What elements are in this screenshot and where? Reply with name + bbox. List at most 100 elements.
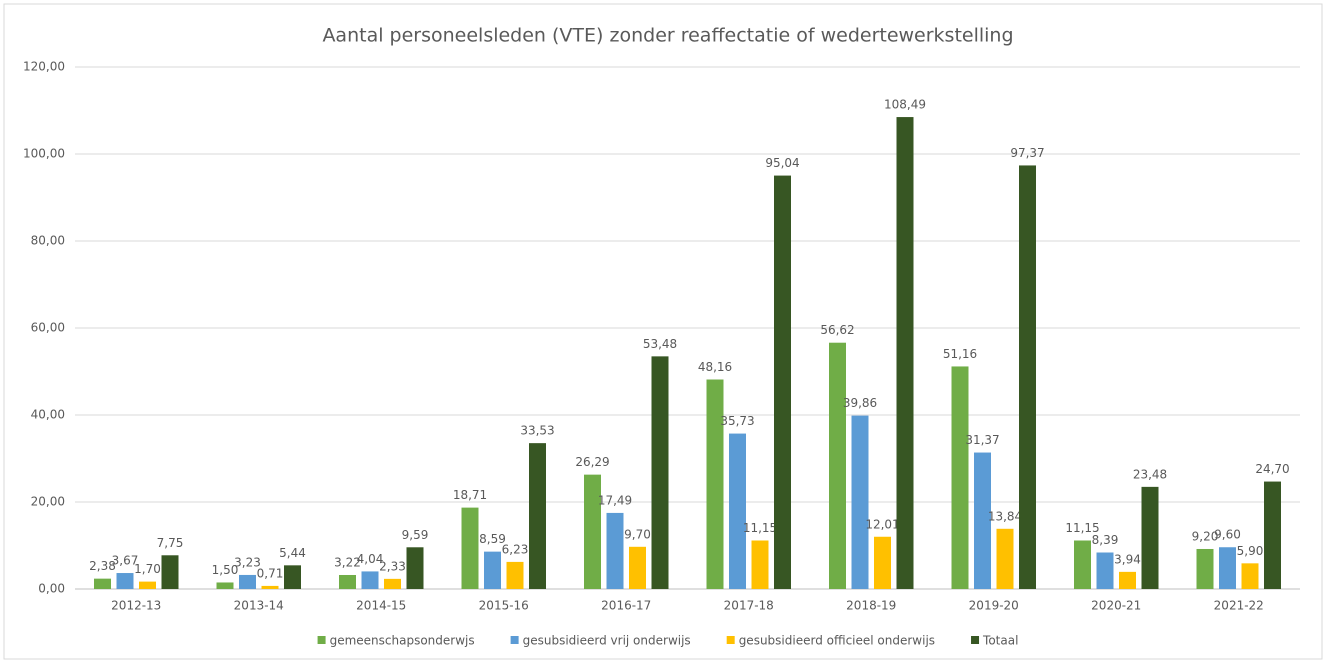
value-label: 7,75 xyxy=(157,536,184,550)
legend-label: gesubsidieerd officieel onderwijs xyxy=(739,634,935,648)
x-tick-label: 2012-13 xyxy=(111,599,161,613)
bar xyxy=(384,578,401,589)
y-tick-label: 0,00 xyxy=(38,582,65,596)
legend-label: Totaal xyxy=(982,634,1018,648)
value-label: 8,59 xyxy=(479,532,506,546)
x-tick-label: 2016-17 xyxy=(601,599,651,613)
value-label: 26,29 xyxy=(575,455,609,469)
x-tick-label: 2019-20 xyxy=(969,599,1019,613)
value-label: 97,37 xyxy=(1010,146,1044,160)
bar xyxy=(1241,563,1259,589)
value-label: 5,44 xyxy=(279,546,306,560)
value-label: 9,59 xyxy=(402,528,429,542)
value-label: 31,37 xyxy=(965,433,999,447)
bar xyxy=(94,578,111,589)
bar xyxy=(484,551,501,589)
value-label: 9,20 xyxy=(1192,529,1219,543)
bar xyxy=(996,528,1014,589)
value-label: 3,22 xyxy=(334,555,361,569)
bar xyxy=(139,581,156,589)
value-label: 24,70 xyxy=(1255,462,1289,476)
y-tick-label: 40,00 xyxy=(31,408,65,422)
value-label: 5,90 xyxy=(1237,544,1264,558)
bar xyxy=(584,474,601,589)
bar xyxy=(1264,481,1281,589)
bar xyxy=(951,366,969,589)
value-label: 108,49 xyxy=(884,98,926,112)
bar xyxy=(874,536,891,589)
value-label: 2,38 xyxy=(89,559,116,573)
bar xyxy=(829,342,846,589)
x-tick-label: 2020-21 xyxy=(1091,599,1141,613)
value-label: 13,84 xyxy=(988,509,1022,523)
legend-swatch xyxy=(726,636,735,644)
value-label: 3,94 xyxy=(1114,552,1141,566)
y-tick-label: 60,00 xyxy=(31,321,65,335)
value-label: 23,48 xyxy=(1133,467,1167,481)
value-label: 12,01 xyxy=(865,517,899,531)
bar xyxy=(706,379,724,589)
bar xyxy=(406,547,424,589)
bar xyxy=(1141,486,1159,589)
legend-swatch xyxy=(317,636,326,644)
value-label: 56,62 xyxy=(820,323,854,337)
chart-title: Aantal personeelsleden (VTE) zonder reaf… xyxy=(322,25,1013,47)
legend-label: gemeenschapsonderwjs xyxy=(330,634,475,648)
bar xyxy=(339,574,356,589)
x-tick-label: 2014-15 xyxy=(356,599,406,613)
bar xyxy=(529,443,546,589)
bar xyxy=(606,512,624,589)
value-label: 39,86 xyxy=(843,396,877,410)
value-label: 2,33 xyxy=(379,559,406,573)
value-label: 0,71 xyxy=(257,566,284,580)
bar xyxy=(629,546,646,589)
value-label: 6,23 xyxy=(502,542,529,556)
legend-swatch xyxy=(510,636,519,644)
bar xyxy=(461,507,479,589)
value-label: 11,15 xyxy=(743,521,777,535)
value-label: 1,50 xyxy=(212,563,239,577)
x-tick-label: 2013-14 xyxy=(234,599,284,613)
x-tick-label: 2017-18 xyxy=(724,599,774,613)
bar xyxy=(284,565,301,589)
bar xyxy=(1074,540,1091,589)
bar xyxy=(1019,165,1036,590)
bar xyxy=(216,582,234,589)
bar xyxy=(506,561,524,589)
value-label: 3,23 xyxy=(234,555,261,569)
bar xyxy=(116,573,134,589)
bar xyxy=(1219,547,1236,589)
value-label: 11,15 xyxy=(1065,521,1099,535)
bar xyxy=(1119,571,1136,589)
bar xyxy=(1096,552,1114,589)
bar xyxy=(651,356,669,589)
y-tick-label: 20,00 xyxy=(31,495,65,509)
value-label: 18,71 xyxy=(453,488,487,502)
bar xyxy=(751,540,769,589)
legend-label: gesubsidieerd vrij onderwijs xyxy=(523,634,691,648)
value-label: 9,60 xyxy=(1214,528,1241,542)
legend-swatch xyxy=(971,636,980,644)
value-label: 48,16 xyxy=(698,360,732,374)
y-tick-label: 80,00 xyxy=(31,234,65,248)
value-label: 1,70 xyxy=(134,562,161,576)
value-label: 53,48 xyxy=(643,337,677,351)
y-tick-label: 100,00 xyxy=(23,147,65,161)
value-label: 95,04 xyxy=(765,156,799,170)
x-tick-label: 2021-22 xyxy=(1214,599,1264,613)
value-label: 51,16 xyxy=(943,347,977,361)
bar xyxy=(851,415,869,589)
x-tick-label: 2015-16 xyxy=(479,599,529,613)
bar xyxy=(729,433,746,589)
bar xyxy=(239,574,256,589)
value-label: 3,67 xyxy=(112,554,139,568)
bar xyxy=(261,585,279,589)
x-tick-label: 2018-19 xyxy=(846,599,896,613)
value-label: 33,53 xyxy=(520,424,554,438)
bar xyxy=(361,571,379,589)
value-label: 35,73 xyxy=(720,414,754,428)
value-label: 17,49 xyxy=(598,493,632,507)
value-label: 9,70 xyxy=(624,527,651,541)
bar xyxy=(161,555,179,589)
